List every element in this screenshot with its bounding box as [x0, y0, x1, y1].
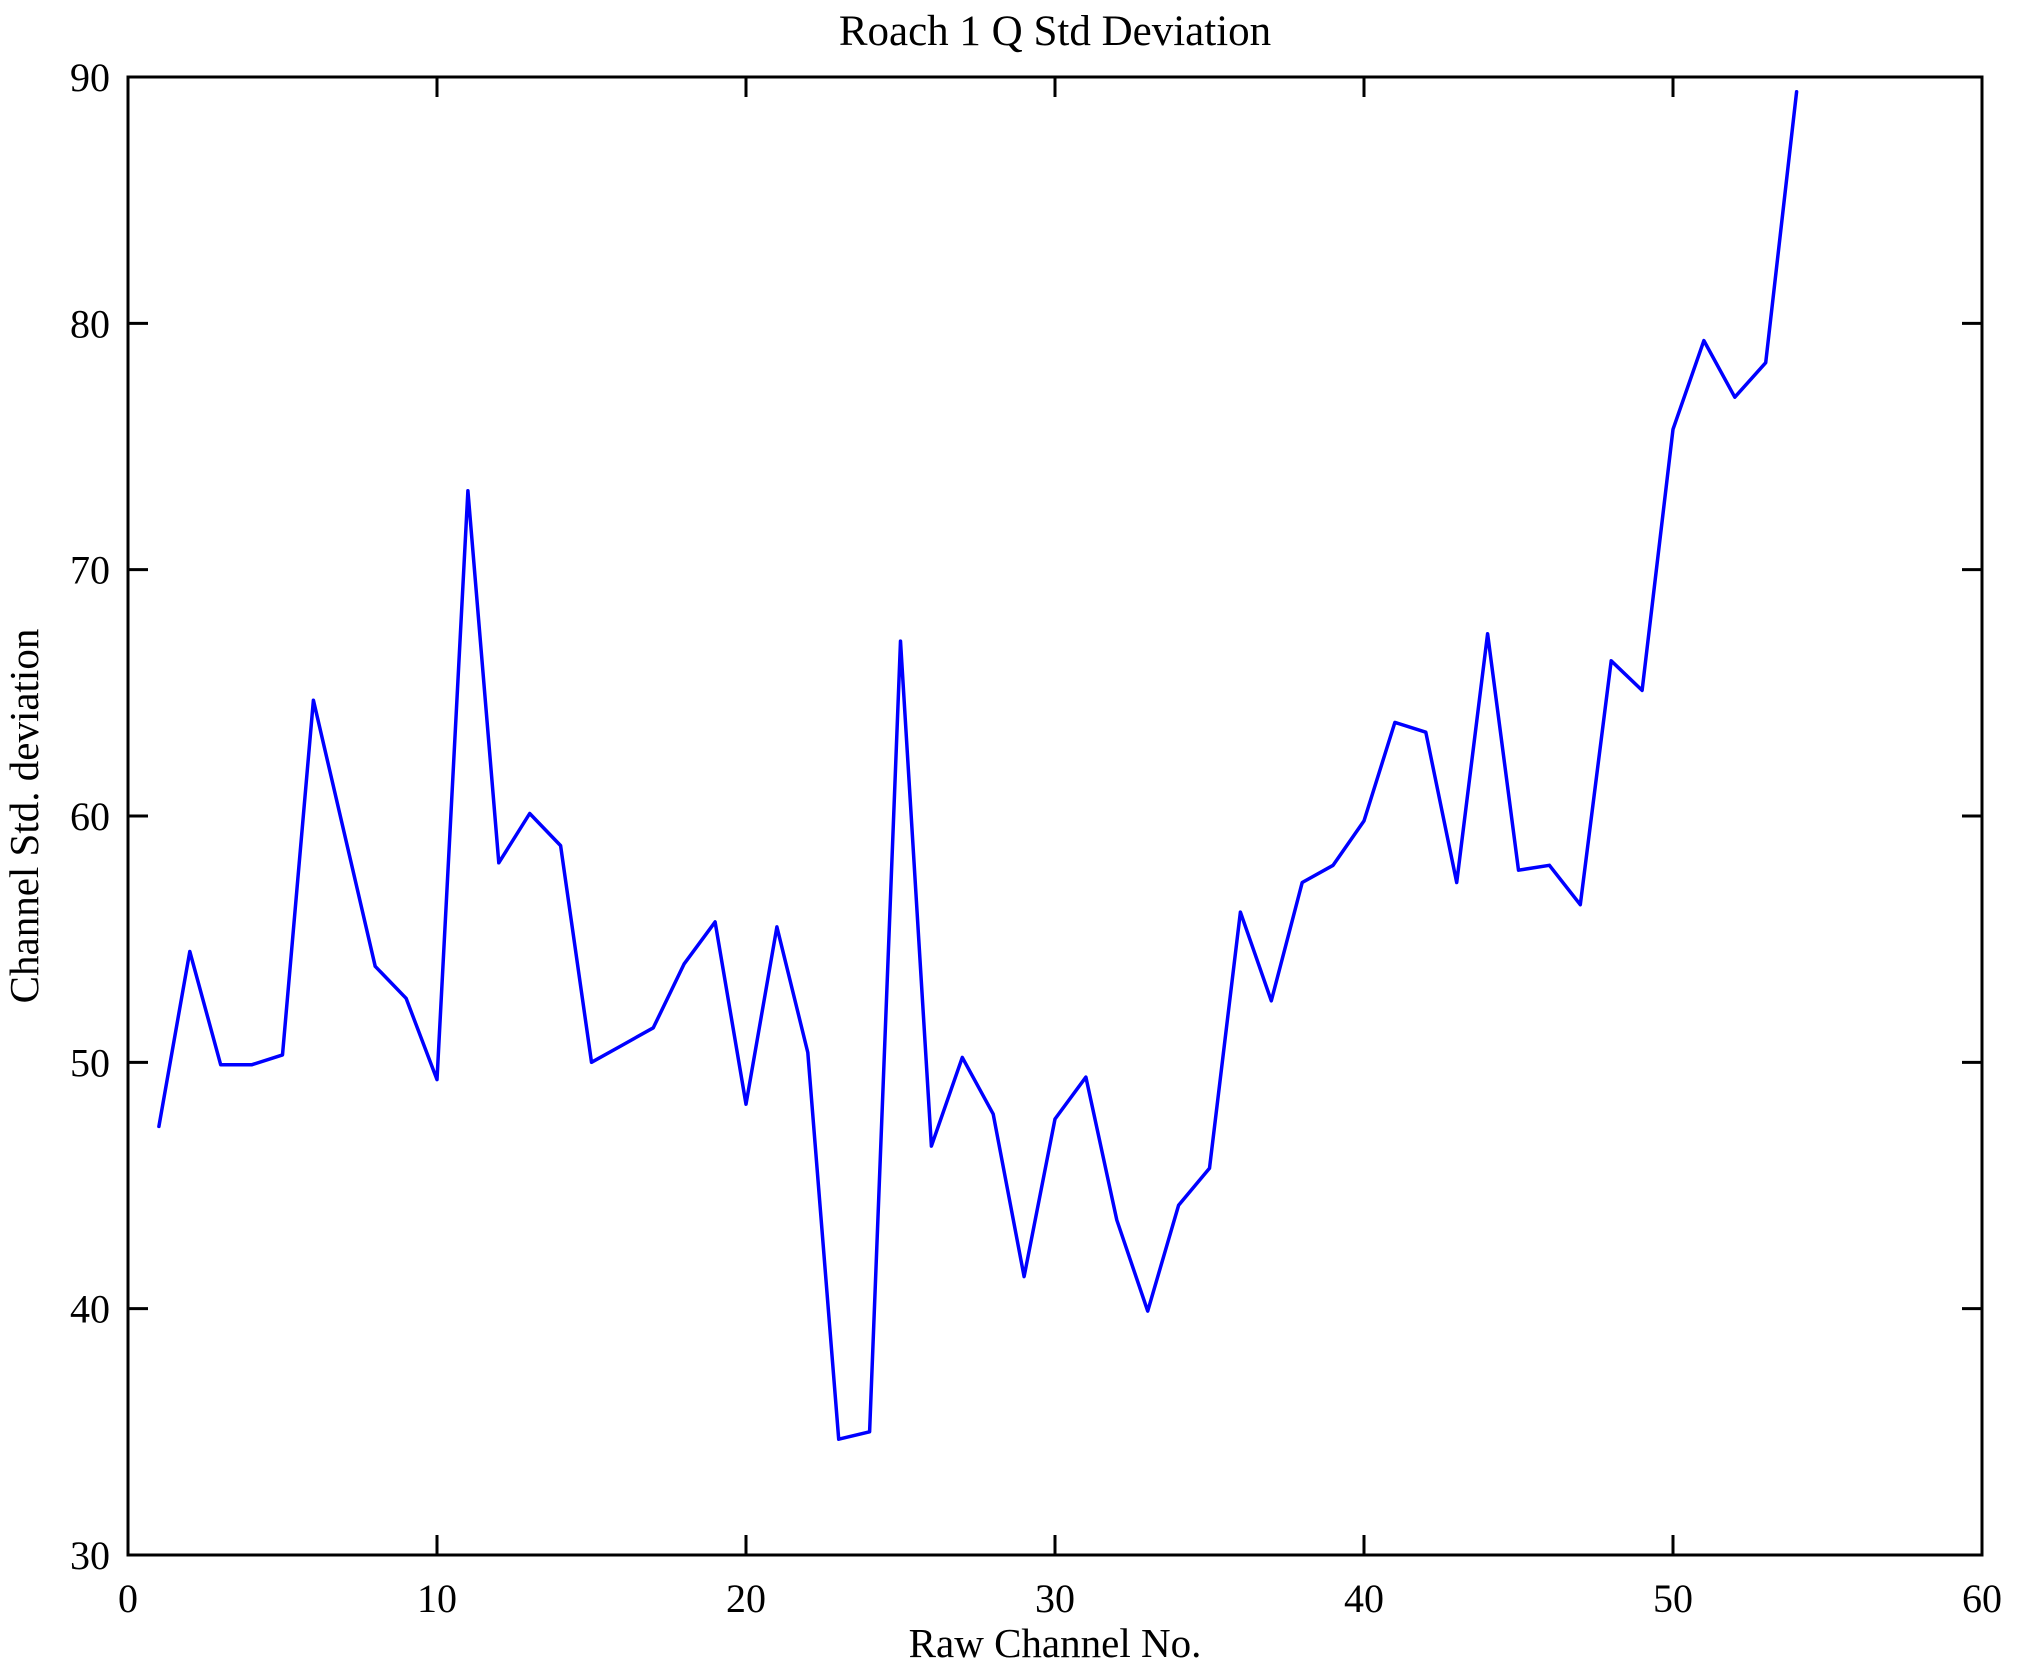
y-tick-label: 50 [70, 1040, 110, 1085]
y-tick-label: 30 [70, 1533, 110, 1578]
x-tick-label: 0 [118, 1576, 138, 1621]
y-tick-label: 60 [70, 794, 110, 839]
y-tick-label: 80 [70, 301, 110, 346]
y-tick-label: 90 [70, 55, 110, 100]
x-tick-label: 20 [726, 1576, 766, 1621]
y-axis-label: Channel Std. deviation [1, 629, 47, 1004]
axes-box [126, 75, 1984, 1557]
tick-marks [126, 75, 1984, 1557]
y-tick-label: 70 [70, 548, 110, 593]
x-axis-label: Raw Channel No. [909, 1620, 1202, 1666]
x-tick-label: 60 [1962, 1576, 2002, 1621]
tick-labels: 0 10 20 30 40 50 60 30 40 50 60 70 80 90 [70, 55, 2002, 1621]
data-line [157, 90, 1799, 1441]
x-tick-label: 50 [1653, 1576, 1693, 1621]
x-tick-label: 30 [1035, 1576, 1075, 1621]
x-tick-label: 10 [417, 1576, 457, 1621]
chart-title: Roach 1 Q Std Deviation [839, 8, 1271, 55]
y-tick-label: 40 [70, 1287, 110, 1332]
x-tick-label: 40 [1344, 1576, 1384, 1621]
